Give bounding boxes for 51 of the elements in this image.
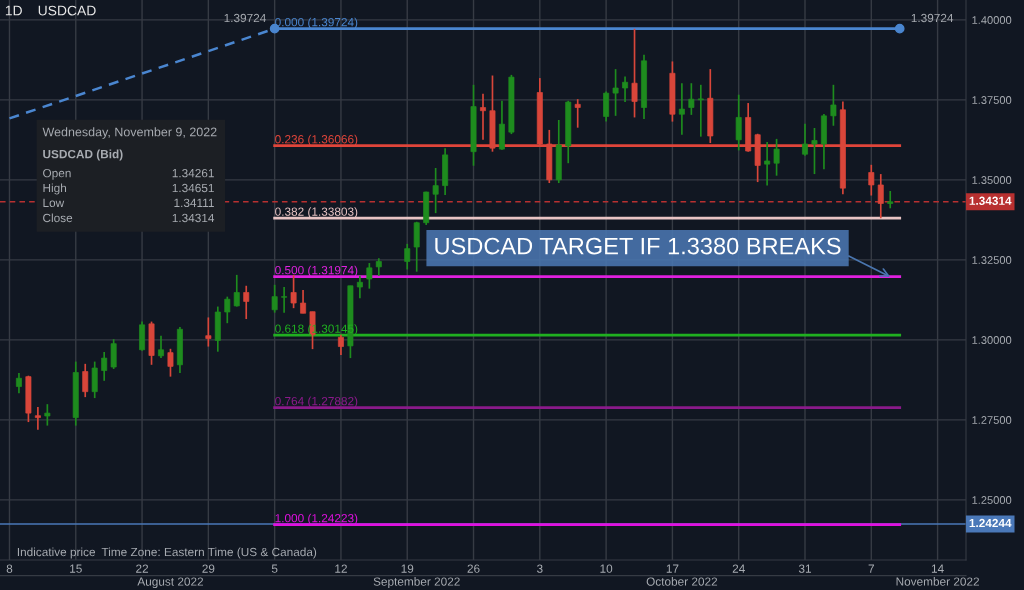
y-tick-label: 1.35000 (972, 176, 1012, 184)
series-label: 1.000 (1.24223) (275, 513, 358, 525)
series-label: 0.000 (1.39724) (275, 17, 358, 29)
x-tick-label: 14 (931, 564, 944, 573)
y-tick-label: 1.32500 (972, 256, 1012, 264)
x-tick-label: 5 (271, 564, 278, 573)
annotation: 1.34651 (172, 183, 214, 193)
x-tick-label: 29 (202, 564, 215, 573)
x-tick-label: 26 (467, 564, 480, 573)
x-tick-label: 22 (136, 564, 149, 573)
annotation: 1.39724 (224, 13, 266, 23)
x-tick-label: 12 (335, 564, 347, 573)
x-tick-label: 31 (798, 564, 811, 573)
y-tick-label: 1.27500 (972, 416, 1012, 424)
annotation: Wednesday, November 9, 2022 (42, 127, 217, 139)
y-tick-label: 1.30000 (972, 336, 1012, 344)
x-tick-label: 10 (600, 564, 613, 573)
x-tick-label: 7 (868, 564, 874, 573)
annotation: 1.34314 (172, 213, 215, 223)
x2-tick-label: November 2022 (896, 577, 979, 586)
x-tick-label: 17 (666, 564, 679, 573)
annotation: USDCAD TARGET IF 1.3380 BREAKS (435, 237, 841, 255)
ref-line-label: 1.24244 (969, 518, 1012, 528)
ref-line-label: 1.34314 (969, 196, 1012, 205)
x2-tick-label: August 2022 (137, 577, 204, 589)
x-tick-label: 15 (70, 564, 82, 573)
annotation: Time Zone: Eastern Time (US & Canada) (101, 547, 317, 559)
x2-tick-label: September 2022 (373, 577, 460, 589)
series-label: 0.500 (1.31974) (275, 265, 358, 277)
series-label: 0.764 (1.27882) (275, 396, 358, 408)
y-tick-label: 1.40000 (972, 16, 1012, 24)
annotation: High (43, 183, 67, 195)
annotation: 1D (5, 5, 22, 16)
annotation: Low (43, 198, 65, 208)
x-tick-label: 24 (732, 564, 745, 573)
series-label: 0.382 (1.33803) (275, 207, 358, 219)
annotation: Indicative price (17, 547, 96, 559)
annotation: Close (43, 213, 73, 223)
x-tick-label: 3 (536, 564, 543, 573)
y-tick-label: 1.37500 (972, 96, 1012, 104)
annotation: 1.34261 (172, 168, 214, 178)
series-label: 0.236 (1.36066) (275, 134, 358, 146)
x-tick-label: 19 (401, 564, 414, 573)
annotation: Open (43, 168, 71, 180)
chart-title: USDCAD (38, 5, 96, 16)
x-tick-label: 8 (6, 564, 13, 573)
x2-tick-label: October 2022 (646, 577, 718, 586)
y-tick-label: 1.25000 (972, 496, 1012, 504)
annotation: 1.39724 (911, 13, 954, 23)
annotation: 1.34111 (174, 198, 214, 208)
annotation: USDCAD (Bid) (43, 149, 123, 161)
